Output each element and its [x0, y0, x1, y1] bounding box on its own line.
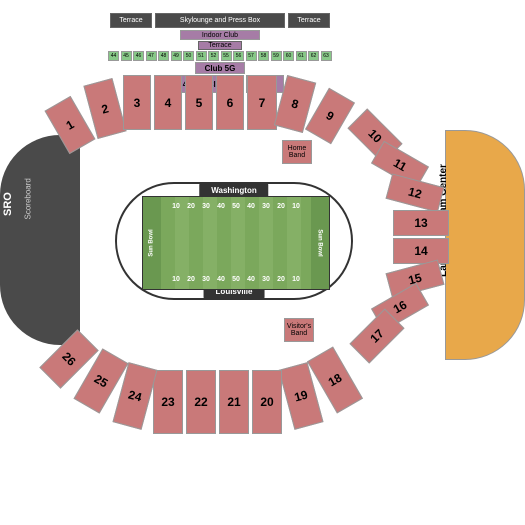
suite-55[interactable]: 55	[221, 51, 232, 61]
section-top-4[interactable]: 4	[154, 75, 182, 130]
section-right-14[interactable]: 14	[393, 238, 449, 264]
yard-lines: 10 10 20 20 30 30 40 40 50 50 40 40 30 30 20 20 10 10	[161, 197, 311, 289]
suite-52[interactable]: 52	[208, 51, 219, 61]
suite-57[interactable]: 57	[246, 51, 257, 61]
sro-section[interactable]	[0, 135, 80, 345]
yard-marker-bot-30: 30	[202, 276, 210, 283]
suite-56[interactable]: 56	[233, 51, 244, 61]
endzone-right: Sun Bowl	[311, 197, 329, 289]
sro-label: SRO	[2, 192, 14, 216]
stadium-map: SRO Scoreboard Larry K. Durham Center Sk…	[0, 0, 525, 525]
yard-marker-bot-20: 20	[187, 276, 195, 283]
visitor-band[interactable]: Visitor's Band	[284, 318, 314, 342]
scoreboard-label: Scoreboard	[24, 178, 33, 219]
yard-marker-top-30: 30	[202, 203, 210, 210]
yard-marker-top-20: 20	[187, 203, 195, 210]
section-bottom-20[interactable]: 20	[252, 370, 282, 434]
indoor-club[interactable]: Indoor Club	[180, 30, 260, 40]
yard-marker-top-50: 50	[232, 203, 240, 210]
field-container: Washington Louisville Sun Bowl 101020203…	[115, 182, 353, 300]
section-top-6[interactable]: 6	[216, 75, 244, 130]
terrace-left[interactable]: Terrace	[110, 13, 152, 28]
suite-44[interactable]: 44	[108, 51, 119, 61]
yard-marker-bot-40: 40	[247, 276, 255, 283]
yard-marker-bot-10: 10	[172, 276, 180, 283]
section-top-3[interactable]: 3	[123, 75, 151, 130]
section-bottom-22[interactable]: 22	[186, 370, 216, 434]
section-bottom-23[interactable]: 23	[153, 370, 183, 434]
suite-50[interactable]: 50	[183, 51, 194, 61]
suite-48[interactable]: 48	[158, 51, 169, 61]
terrace-right[interactable]: Terrace	[288, 13, 330, 28]
club-5g[interactable]: Club 5G	[195, 62, 245, 74]
terrace-small[interactable]: Terrace	[198, 41, 242, 50]
yard-marker-top-10: 10	[292, 203, 300, 210]
yard-marker-bot-10: 10	[292, 276, 300, 283]
suite-45[interactable]: 45	[121, 51, 132, 61]
yard-marker-bot-20: 20	[277, 276, 285, 283]
section-bottom-21[interactable]: 21	[219, 370, 249, 434]
yard-marker-bot-50: 50	[232, 276, 240, 283]
suite-62[interactable]: 62	[308, 51, 319, 61]
yard-marker-bot-40: 40	[217, 276, 225, 283]
durham-center[interactable]	[445, 130, 525, 360]
yard-marker-top-20: 20	[277, 203, 285, 210]
endzone-left: Sun Bowl	[143, 197, 161, 289]
suite-59[interactable]: 59	[271, 51, 282, 61]
section-right-13[interactable]: 13	[393, 210, 449, 236]
yard-marker-top-40: 40	[217, 203, 225, 210]
suite-51[interactable]: 51	[196, 51, 207, 61]
yard-marker-bot-30: 30	[262, 276, 270, 283]
suite-58[interactable]: 58	[258, 51, 269, 61]
section-top-7[interactable]: 7	[247, 75, 277, 130]
yard-marker-top-10: 10	[172, 203, 180, 210]
suite-47[interactable]: 47	[146, 51, 157, 61]
yard-marker-top-40: 40	[247, 203, 255, 210]
suite-60[interactable]: 60	[283, 51, 294, 61]
suite-61[interactable]: 61	[296, 51, 307, 61]
skylounge-pressbox[interactable]: Skylounge and Press Box	[155, 13, 285, 28]
section-right-12[interactable]: 12	[386, 173, 445, 212]
suite-49[interactable]: 49	[171, 51, 182, 61]
suite-46[interactable]: 46	[133, 51, 144, 61]
yard-marker-top-30: 30	[262, 203, 270, 210]
football-field: Sun Bowl 10 10 20 20 30 30 40 40 50 50 40 40 30 30 20 2…	[142, 196, 330, 290]
home-band[interactable]: Home Band	[282, 140, 312, 164]
section-top-5[interactable]: 5	[185, 75, 213, 130]
suite-63[interactable]: 63	[321, 51, 332, 61]
